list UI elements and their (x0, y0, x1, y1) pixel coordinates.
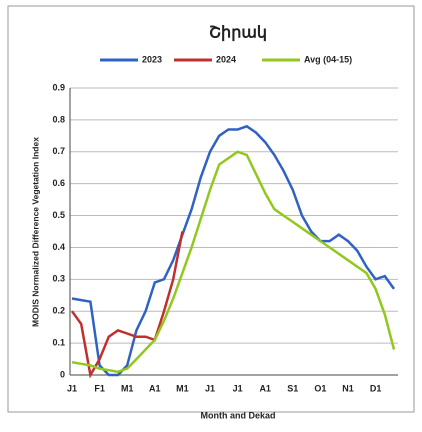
x-tick-label: S1 (287, 383, 298, 393)
legend-label: 2023 (142, 54, 162, 64)
x-tick-label: O1 (314, 383, 326, 393)
x-tick-label: M1 (121, 383, 134, 393)
x-tick-label: A1 (259, 383, 271, 393)
legend-label: 2024 (216, 54, 236, 64)
x-tick-label: M1 (176, 383, 189, 393)
y-axis-label: MODIS Normalized Difference Vegetation I… (30, 137, 40, 327)
x-tick-label: A1 (149, 383, 161, 393)
series-line (71, 150, 396, 374)
x-axis-label: Month and Dekad (200, 410, 275, 420)
x-tick-label: J1 (205, 383, 215, 393)
series-line (71, 124, 396, 377)
x-tick-label: J1 (233, 383, 243, 393)
y-tick-label: 0.9 (52, 82, 65, 92)
x-tick-label: J1 (67, 383, 77, 393)
y-tick-label: 0.1 (52, 337, 65, 347)
y-tick-label: 0.2 (52, 306, 65, 316)
y-tick-label: 0.3 (52, 274, 65, 284)
y-tick-label: 0.4 (52, 242, 65, 252)
y-tick-label: 0.7 (52, 146, 65, 156)
series-line (70, 231, 184, 379)
y-tick-label: 0.6 (52, 178, 65, 188)
x-tick-label: D1 (370, 383, 382, 393)
chart-frame (7, 5, 415, 413)
y-tick-label: 0.5 (52, 210, 65, 220)
x-tick-label: F1 (94, 383, 105, 393)
x-tick-label: N1 (342, 383, 354, 393)
y-tick-label: 0.8 (52, 114, 65, 124)
chart-title: Շիրակ (209, 25, 267, 42)
y-tick-label: 0 (60, 369, 65, 379)
legend-label: Avg (04-15) (304, 54, 352, 64)
